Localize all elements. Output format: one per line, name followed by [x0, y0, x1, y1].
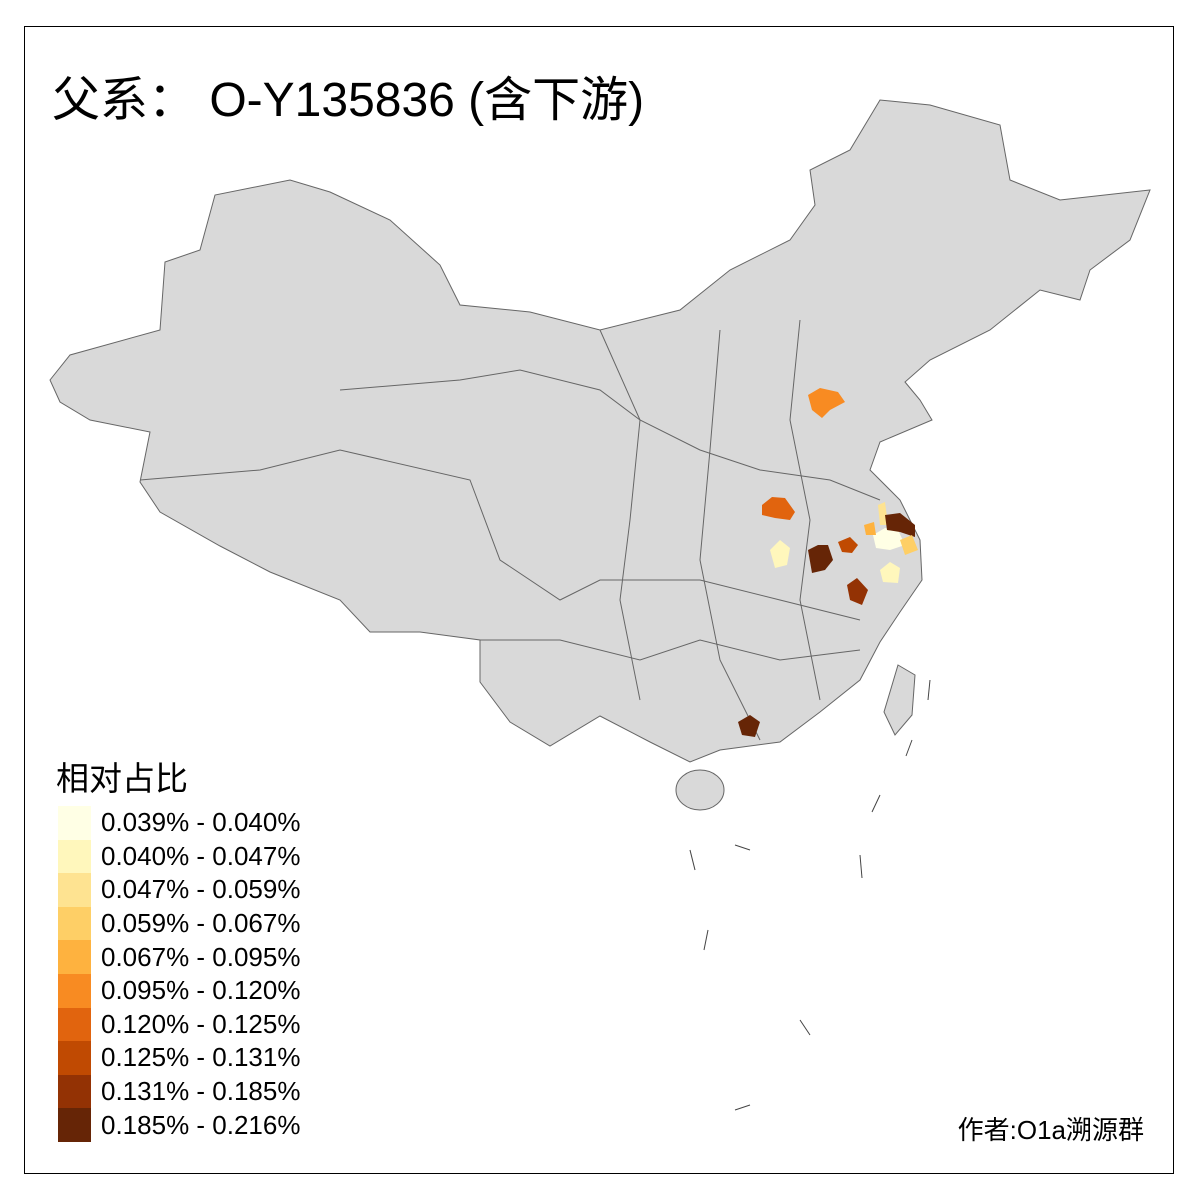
legend-swatch — [58, 906, 91, 941]
province-borders — [139, 319, 881, 741]
legend-label: 0.095% - 0.120% — [101, 975, 301, 1006]
map-frame — [24, 26, 1174, 1174]
taiwan-island — [883, 664, 916, 736]
highlighted-region — [838, 537, 858, 553]
legend-label: 0.125% - 0.131% — [101, 1042, 301, 1073]
map-title: 父系： O-Y135836 (含下游) — [52, 74, 645, 127]
legend-label: 0.039% - 0.040% — [101, 807, 301, 838]
legend-swatch — [58, 1007, 91, 1042]
hainan-island — [675, 769, 725, 811]
legend-label: 0.059% - 0.067% — [101, 908, 301, 939]
legend-item: 0.095% - 0.120% — [58, 973, 301, 1008]
south-china-sea-islands — [689, 679, 931, 1111]
legend-item: 0.040% - 0.047% — [58, 839, 301, 874]
legend-item: 0.120% - 0.125% — [58, 1007, 301, 1042]
highlighted-region — [762, 497, 795, 520]
legend-label: 0.120% - 0.125% — [101, 1008, 301, 1039]
highlighted-region — [873, 528, 905, 550]
legend-label: 0.040% - 0.047% — [101, 840, 301, 871]
highlighted-region — [885, 513, 915, 537]
highlighted-region — [900, 535, 918, 555]
author-credit: 作者:O1a溯源群 — [957, 1115, 1144, 1145]
legend-swatch — [58, 839, 91, 874]
highlighted-region — [770, 540, 790, 568]
highlighted-region — [864, 522, 876, 535]
legend-label: 0.067% - 0.095% — [101, 941, 301, 972]
legend-item: 0.067% - 0.095% — [58, 940, 300, 974]
legend-item: 0.125% - 0.131% — [58, 1041, 300, 1075]
legend-swatch — [58, 973, 91, 1008]
highlighted-region — [847, 578, 868, 605]
legend-swatch — [58, 873, 91, 907]
legend-item: 0.059% - 0.067% — [58, 906, 301, 941]
legend-label: 0.047% - 0.059% — [101, 874, 301, 905]
legend-label: 0.131% - 0.185% — [101, 1076, 301, 1107]
china-mainland — [49, 99, 1151, 763]
highlighted-region — [808, 545, 833, 573]
highlighted-region — [878, 502, 888, 525]
legend-swatch — [58, 806, 91, 840]
legend-item: 0.185% - 0.216% — [58, 1108, 300, 1142]
highlighted-regions — [738, 388, 918, 737]
legend-swatch — [58, 1041, 91, 1075]
highlighted-region — [880, 562, 900, 583]
highlighted-region — [738, 715, 760, 737]
legend-item: 0.047% - 0.059% — [58, 873, 300, 907]
legend-item: 0.039% - 0.040% — [58, 806, 300, 840]
legend-swatch — [58, 1108, 91, 1142]
legend: 0.039% - 0.040% 0.040% - 0.047% 0.047% - 0… — [58, 806, 300, 1142]
highlighted-region — [808, 388, 845, 418]
legend-swatch — [58, 1074, 91, 1109]
legend-item: 0.131% - 0.185% — [58, 1074, 301, 1109]
legend-title: 相对占比 — [56, 759, 188, 798]
legend-swatch — [58, 940, 91, 974]
legend-label: 0.185% - 0.216% — [101, 1109, 301, 1140]
